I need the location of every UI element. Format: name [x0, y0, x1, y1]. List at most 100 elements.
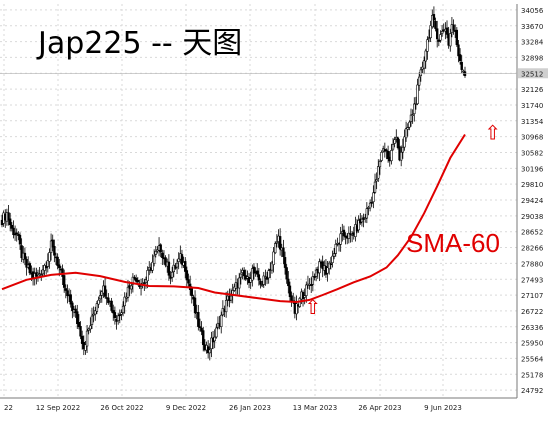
candle-body	[121, 305, 125, 314]
candle	[180, 249, 184, 269]
candle-body	[329, 263, 333, 266]
candle-body	[84, 344, 87, 351]
y-tick-label: 32898	[521, 54, 543, 62]
candle-body	[357, 220, 360, 231]
candle-body	[334, 243, 337, 254]
candle-body	[193, 297, 197, 314]
candle	[404, 121, 408, 142]
candle	[193, 290, 197, 318]
candle	[285, 264, 288, 284]
candle-body	[159, 244, 162, 253]
candle	[151, 254, 154, 274]
candle-body	[143, 282, 146, 284]
candle	[110, 297, 113, 313]
candle-body	[151, 261, 154, 271]
candle-body	[76, 311, 79, 325]
candle-body	[282, 247, 285, 257]
candle-body	[175, 262, 179, 268]
candle	[220, 311, 223, 334]
candle	[328, 260, 331, 275]
candle	[393, 136, 396, 148]
candle	[184, 257, 187, 279]
candle-body	[69, 294, 72, 305]
candle	[8, 212, 12, 232]
candle	[458, 48, 462, 65]
candle	[377, 159, 380, 182]
candle	[10, 222, 14, 232]
candle	[275, 234, 279, 248]
candle	[134, 274, 138, 283]
candle	[20, 238, 23, 263]
candle-body	[422, 60, 426, 69]
candle	[437, 38, 441, 47]
candle-body	[455, 29, 459, 46]
candle	[139, 278, 143, 296]
candle	[23, 247, 27, 266]
candle-body	[210, 337, 213, 350]
candle-body	[290, 295, 293, 301]
candle	[177, 252, 180, 270]
candle-body	[427, 37, 431, 40]
candle-body	[118, 314, 121, 316]
candle-body	[113, 312, 117, 319]
candle-body	[305, 284, 308, 296]
candle	[399, 145, 403, 167]
candle-body	[48, 252, 51, 262]
candle	[370, 196, 373, 207]
candle-body	[411, 114, 414, 116]
candle-body	[270, 262, 274, 271]
candle-body	[13, 233, 17, 236]
candle-body	[424, 50, 427, 62]
candle	[413, 97, 416, 122]
grid	[0, 4, 517, 398]
candle-body	[251, 268, 254, 281]
candle	[121, 301, 125, 317]
y-tick-label: 32126	[521, 86, 544, 94]
candle-body	[295, 303, 298, 315]
candle	[74, 305, 77, 318]
candle-body	[458, 54, 462, 61]
candle	[79, 321, 82, 340]
candle-body	[28, 263, 32, 274]
candle	[252, 263, 256, 280]
candle-body	[408, 121, 411, 128]
candle-body	[74, 308, 77, 314]
candle-body	[342, 229, 346, 237]
candle-body	[71, 302, 74, 312]
candle-body	[213, 336, 216, 342]
candle	[339, 226, 342, 252]
candle-body	[449, 33, 452, 47]
sma-60-line	[1, 133, 466, 304]
candle	[290, 291, 293, 307]
candle	[439, 30, 442, 43]
candle	[288, 281, 292, 303]
candle	[435, 20, 439, 48]
candle-body	[313, 276, 316, 278]
x-tick-label: 12 Sep 2022	[36, 404, 80, 412]
candle	[238, 272, 241, 297]
candle-body	[267, 270, 270, 279]
candle-body	[94, 310, 97, 315]
candle	[53, 239, 56, 263]
candle-body	[347, 232, 351, 239]
candle-body	[262, 275, 265, 285]
candle	[257, 267, 261, 286]
candle-body	[80, 335, 84, 344]
candle-body	[144, 279, 148, 283]
candle	[233, 283, 236, 292]
chart-title: Jap225 -- 天图	[38, 26, 243, 61]
candle	[51, 234, 54, 252]
candle-body	[187, 279, 190, 284]
candle	[282, 239, 285, 265]
candle-body	[85, 330, 89, 347]
candle	[213, 329, 216, 349]
candle-body	[339, 233, 342, 245]
candle	[152, 249, 156, 267]
candle	[87, 327, 90, 335]
candle	[445, 20, 449, 39]
candle	[419, 66, 423, 82]
candle	[71, 300, 74, 319]
candle	[326, 260, 329, 282]
candle	[278, 228, 282, 256]
candle-body	[272, 251, 275, 265]
